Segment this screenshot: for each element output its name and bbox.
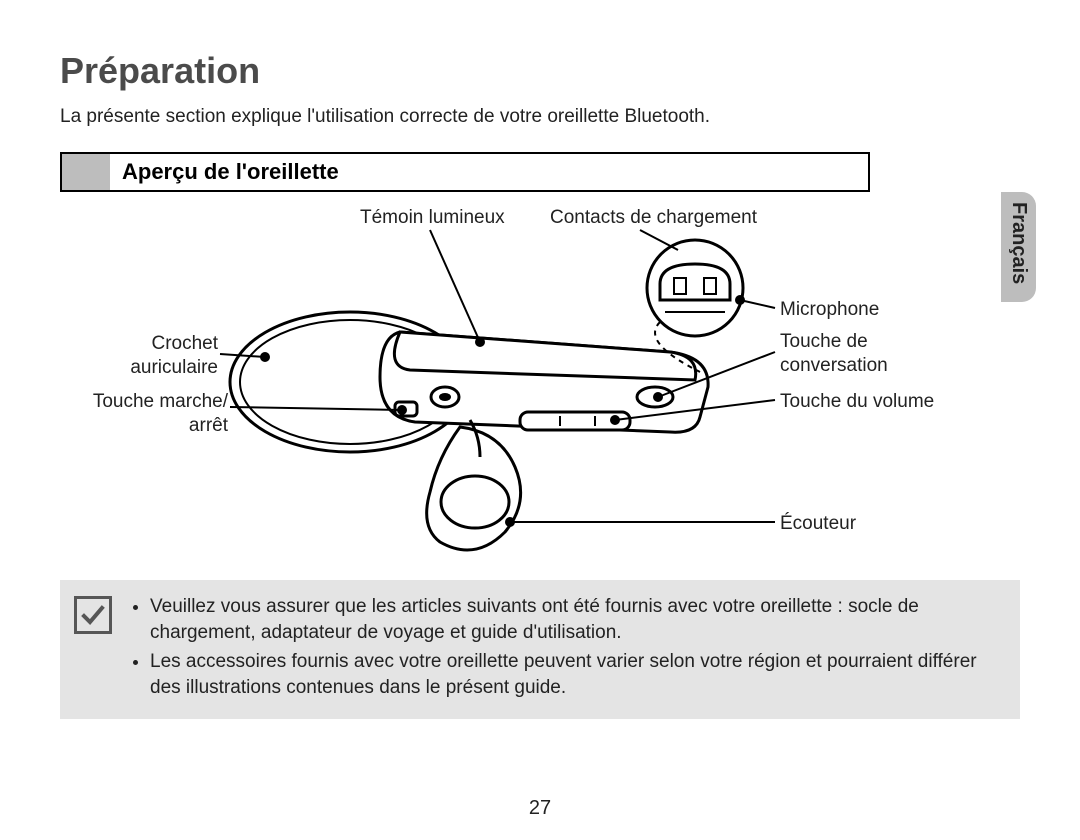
- page-title: Préparation: [60, 50, 1020, 92]
- check-icon: [74, 596, 112, 634]
- intro-text: La présente section explique l'utilisati…: [60, 106, 1020, 128]
- headset-svg: [60, 202, 1020, 572]
- note-list: Veuillez vous assurer que les articles s…: [130, 594, 1002, 705]
- page-number: 27: [0, 797, 1080, 820]
- note-item-2: Les accessoires fournis avec votre oreil…: [150, 649, 1002, 700]
- subsection-bar: Aperçu de l'oreillette: [60, 152, 870, 192]
- note-item-1: Veuillez vous assurer que les articles s…: [150, 594, 1002, 645]
- headset-diagram: Témoin lumineux Contacts de chargement C…: [60, 202, 1020, 572]
- subsection-tab: [62, 154, 110, 190]
- note-box: Veuillez vous assurer que les articles s…: [60, 580, 1020, 719]
- subsection-title: Aperçu de l'oreillette: [110, 154, 351, 190]
